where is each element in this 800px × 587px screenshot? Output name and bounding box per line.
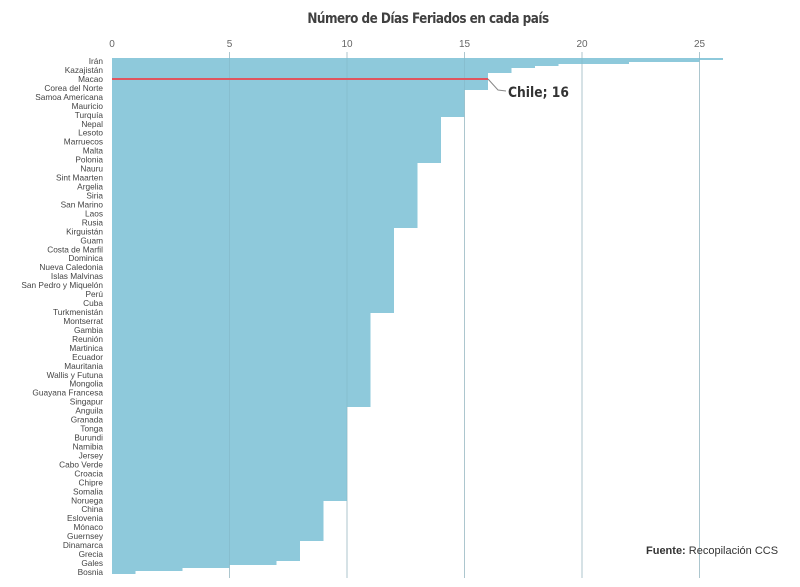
category-label: Polonia xyxy=(75,155,103,165)
bar-step xyxy=(112,58,723,60)
category-label: Perú xyxy=(85,289,103,299)
category-label: Martinica xyxy=(69,343,103,353)
chile-annotation: Chile; 16 xyxy=(112,78,569,101)
category-label: Jersey xyxy=(79,450,104,460)
category-label: Gambia xyxy=(74,325,103,335)
bar-step xyxy=(112,73,488,90)
category-label: Wallis y Futuna xyxy=(47,370,104,380)
annotation-label: Chile; 16 xyxy=(508,85,569,101)
bar-step xyxy=(112,313,371,407)
bar-step xyxy=(112,60,700,62)
category-label: Cuba xyxy=(83,298,103,308)
category-label: Mauricio xyxy=(72,101,104,111)
category-label: Samoa Americana xyxy=(35,92,103,102)
x-tick-label: 10 xyxy=(341,39,353,50)
bar-step xyxy=(112,571,136,574)
bar-step xyxy=(112,501,324,541)
bar-step xyxy=(112,66,535,68)
x-tick-label: 15 xyxy=(459,39,471,50)
category-label: Marruecos xyxy=(64,137,103,147)
category-label: San Marino xyxy=(61,199,104,209)
bar-step xyxy=(112,541,300,561)
category-label: Guayana Francesa xyxy=(32,388,103,398)
category-label: Macao xyxy=(78,74,103,84)
category-label: Bosnia xyxy=(78,567,104,577)
bar-step xyxy=(112,228,394,313)
category-label: Gales xyxy=(81,558,103,568)
category-label: Dinamarca xyxy=(63,540,104,550)
x-tick-label: 25 xyxy=(694,39,706,50)
category-label: Kirguistán xyxy=(66,226,103,236)
x-tick-label: 20 xyxy=(576,39,588,50)
category-label: Granada xyxy=(71,415,104,425)
category-label: Nueva Caledonia xyxy=(39,262,103,272)
category-label: Turkmenistán xyxy=(53,307,103,317)
bar-step xyxy=(112,568,183,571)
bar-step xyxy=(112,62,629,64)
category-label: Rusia xyxy=(82,217,104,227)
bars xyxy=(112,58,723,574)
category-label: Namibia xyxy=(73,441,104,451)
category-label: Islas Malvinas xyxy=(51,271,103,281)
bar-step xyxy=(112,561,277,565)
category-label: Grecia xyxy=(79,549,104,559)
bar-step xyxy=(112,90,465,117)
category-label: Irán xyxy=(89,56,104,66)
category-label: Turquía xyxy=(75,110,104,120)
category-label: Dominica xyxy=(68,253,103,263)
category-label: Anguila xyxy=(75,406,103,416)
source-label: Fuente: xyxy=(646,545,686,557)
category-label: Mónaco xyxy=(73,522,103,532)
category-label: Mauritania xyxy=(64,361,103,371)
x-tick-label: 0 xyxy=(109,39,115,50)
source-text: Recopilación CCS xyxy=(685,545,779,557)
category-label: Eslovenia xyxy=(67,513,103,523)
category-label: Malta xyxy=(83,146,104,156)
category-label: Cabo Verde xyxy=(59,459,103,469)
category-label: Sint Maarten xyxy=(56,173,103,183)
category-label: Siria xyxy=(86,190,103,200)
bar-step xyxy=(112,163,418,228)
bar-step xyxy=(112,117,441,163)
category-label: Ecuador xyxy=(72,352,103,362)
category-label: Tonga xyxy=(80,424,103,434)
category-label: Somalia xyxy=(73,486,103,496)
chart-title: Número de Días Feriados en cada país xyxy=(307,11,549,27)
category-label: Chipre xyxy=(79,477,104,487)
category-label: Corea del Norte xyxy=(44,83,103,93)
bar-step xyxy=(112,68,512,73)
category-label: Montserrat xyxy=(63,316,103,326)
category-label: Singapur xyxy=(70,397,103,407)
source-note: Fuente: Recopilación CCS xyxy=(646,545,778,557)
category-label: Nepal xyxy=(81,119,103,129)
category-label: Kazajistán xyxy=(65,65,104,75)
x-tick-label: 5 xyxy=(227,39,233,50)
category-label: Argelia xyxy=(77,182,103,192)
category-label: San Pedro y Miquelón xyxy=(21,280,103,290)
category-label: Mongolia xyxy=(69,379,103,389)
category-label: Croacia xyxy=(74,468,103,478)
bar-step xyxy=(112,565,230,568)
bar-step xyxy=(112,64,559,66)
category-label: Lesoto xyxy=(78,128,103,138)
category-label: Burundi xyxy=(74,433,103,443)
category-label: Costa de Marfil xyxy=(47,244,103,254)
category-label: Guam xyxy=(80,235,103,245)
x-axis-ticks: 0 5 10 15 20 25 xyxy=(109,39,705,50)
category-label: Guernsey xyxy=(67,531,104,541)
category-label: Nauru xyxy=(80,164,103,174)
leader-line xyxy=(487,78,507,92)
category-label: China xyxy=(81,504,103,514)
category-label: Reunión xyxy=(72,334,103,344)
category-label: Laos xyxy=(85,208,103,218)
category-label: Noruega xyxy=(71,495,103,505)
gridlines-overlay xyxy=(229,52,700,578)
